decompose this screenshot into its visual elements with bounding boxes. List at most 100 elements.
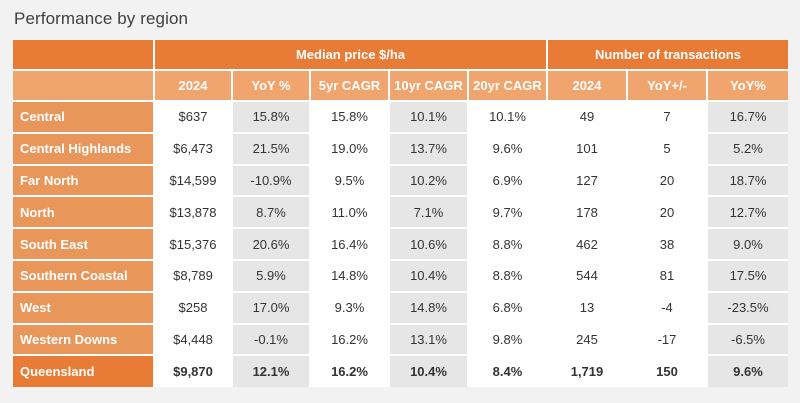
table-cell: 12.1%: [233, 356, 311, 388]
table-cell: 17.0%: [233, 292, 311, 325]
table-cell: 16.2%: [311, 324, 390, 357]
table-cell: 16.4%: [311, 229, 390, 261]
table-row: Western Downs $4,448 -0.1% 16.2% 13.1% 9.8% 24…: [13, 324, 788, 357]
table-cell: 11.0%: [311, 197, 390, 230]
table-cell: 19.0%: [311, 133, 390, 166]
table-cell: $15,376: [155, 229, 233, 261]
table-cell: 5.2%: [708, 133, 788, 166]
column-header: 2024: [548, 71, 628, 102]
table-cell: 9.8%: [469, 324, 548, 357]
table-cell: 5.9%: [233, 260, 311, 293]
table-cell: 8.8%: [469, 229, 548, 261]
table-cell: 9.6%: [469, 133, 548, 166]
table-cell: 16.2%: [311, 356, 390, 388]
region-name: North: [13, 197, 155, 230]
table-cell: 10.6%: [390, 229, 469, 261]
table-cell: 9.5%: [311, 165, 390, 198]
table-cell: 462: [548, 229, 628, 261]
region-name: Southern Coastal: [13, 260, 155, 293]
region-name: Far North: [13, 165, 155, 198]
table-cell: 15.8%: [311, 102, 390, 134]
table-cell: $8,789: [155, 260, 233, 293]
table-cell: 49: [548, 102, 628, 134]
column-header: YoY%: [708, 71, 788, 102]
table-row: Southern Coastal $8,789 5.9% 14.8% 10.4% 8.8%…: [13, 260, 788, 293]
table-cell: 20: [628, 165, 708, 198]
column-header: YoY+/-: [628, 71, 708, 102]
table-cell: 38: [628, 229, 708, 261]
table-cell: 1,719: [548, 356, 628, 388]
column-header: 5yr CAGR: [311, 71, 390, 102]
region-name: West: [13, 292, 155, 325]
table-cell: 5: [628, 133, 708, 166]
table-cell: $6,473: [155, 133, 233, 166]
table-cell: $13,878: [155, 197, 233, 230]
table-cell: 10.1%: [390, 102, 469, 134]
table-cell: $4,448: [155, 324, 233, 357]
performance-table: Median price $/ha Number of transactions…: [13, 40, 788, 388]
region-name: Central: [13, 102, 155, 134]
table-cell: -10.9%: [233, 165, 311, 198]
table-cell: 12.7%: [708, 197, 788, 230]
table-cell: 7.1%: [390, 197, 469, 230]
table-row: Far North $14,599 -10.9% 9.5% 10.2% 6.9% 127 20…: [13, 165, 788, 198]
table-cell: 6.8%: [469, 292, 548, 325]
table-cell: $14,599: [155, 165, 233, 198]
table-row: Central Highlands $6,473 21.5% 19.0% 13.7% 9.…: [13, 133, 788, 166]
table-cell: -6.5%: [708, 324, 788, 357]
table-cell: 9.3%: [311, 292, 390, 325]
table-cell: 8.8%: [469, 260, 548, 293]
region-name: Central Highlands: [13, 133, 155, 166]
table-cell: 10.4%: [390, 356, 469, 388]
column-header: YoY %: [233, 71, 311, 102]
table-cell: 13: [548, 292, 628, 325]
total-row: Queensland $9,870 12.1% 16.2% 10.4% 8.4% 1,719…: [13, 356, 788, 388]
table-cell: 9.6%: [708, 356, 788, 388]
table-cell: 16.7%: [708, 102, 788, 134]
column-header-blank: [13, 71, 155, 102]
region-name: South East: [13, 229, 155, 261]
group-header-blank: [13, 40, 155, 71]
table-cell: 8.7%: [233, 197, 311, 230]
table-cell: $637: [155, 102, 233, 134]
table-row: West $258 17.0% 9.3% 14.8% 6.8% 13 -4 -23.5%: [13, 292, 788, 325]
table-cell: -4: [628, 292, 708, 325]
table-cell: 10.1%: [469, 102, 548, 134]
table-cell: 127: [548, 165, 628, 198]
region-name: Western Downs: [13, 324, 155, 357]
table-cell: 10.4%: [390, 260, 469, 293]
table-row: South East $15,376 20.6% 16.4% 10.6% 8.8% 462 3…: [13, 229, 788, 261]
region-name: Queensland: [13, 356, 155, 388]
table-cell: -17: [628, 324, 708, 357]
group-header-row: Median price $/ha Number of transactions: [13, 40, 788, 71]
table-cell: 9.7%: [469, 197, 548, 230]
table-cell: 15.8%: [233, 102, 311, 134]
table-cell: 101: [548, 133, 628, 166]
table-cell: 14.8%: [311, 260, 390, 293]
table-cell: 544: [548, 260, 628, 293]
table-cell: 6.9%: [469, 165, 548, 198]
column-header: 10yr CAGR: [390, 71, 469, 102]
table-cell: 13.1%: [390, 324, 469, 357]
table-row: North $13,878 8.7% 11.0% 7.1% 9.7% 178 20 12.7%: [13, 197, 788, 230]
table-cell: -0.1%: [233, 324, 311, 357]
table-cell: -23.5%: [708, 292, 788, 325]
column-header: 2024: [155, 71, 233, 102]
table-cell: 7: [628, 102, 708, 134]
table-cell: 14.8%: [390, 292, 469, 325]
table-cell: 13.7%: [390, 133, 469, 166]
table-cell: 245: [548, 324, 628, 357]
table-cell: 8.4%: [469, 356, 548, 388]
table-row: Central $637 15.8% 15.8% 10.1% 10.1% 49 7 16.7%: [13, 102, 788, 134]
table-cell: 178: [548, 197, 628, 230]
table-cell: 150: [628, 356, 708, 388]
table-cell: $258: [155, 292, 233, 325]
group-header-transactions: Number of transactions: [548, 40, 788, 71]
table-cell: 18.7%: [708, 165, 788, 198]
table-cell: 21.5%: [233, 133, 311, 166]
table-cell: $9,870: [155, 356, 233, 388]
column-header-row: 2024 YoY % 5yr CAGR 10yr CAGR 20yr CAGR …: [13, 71, 788, 102]
table-cell: 9.0%: [708, 229, 788, 261]
table-cell: 81: [628, 260, 708, 293]
column-header: 20yr CAGR: [469, 71, 548, 102]
